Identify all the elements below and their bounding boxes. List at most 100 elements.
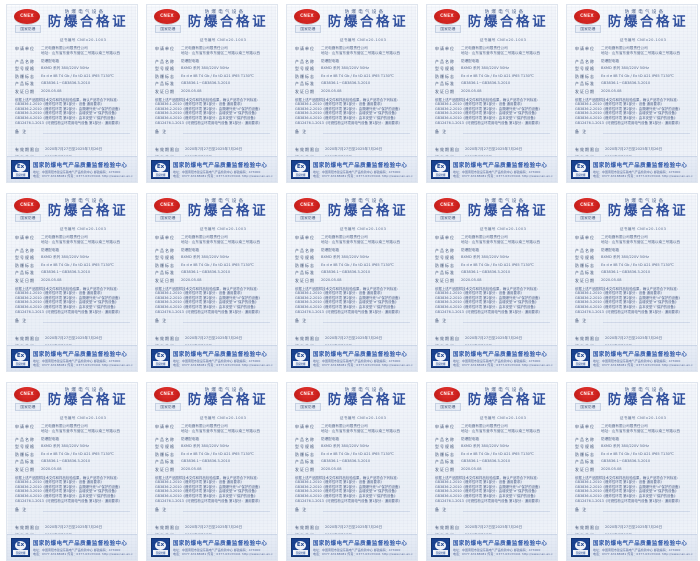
certificate-thumbnail[interactable]: CNEX 国家防爆 防爆电气设备 防爆合格证 证书编号 CNEx20-1003 … <box>566 4 698 183</box>
field-row: 防爆标志 Ex d e ⅡB T4 Gb / Ex tD A21 IP65 T1… <box>295 74 410 79</box>
certificate-thumbnail[interactable]: CNEX 国家防爆 防爆电气设备 防爆合格证 证书编号 CNEx20-1003 … <box>566 193 698 372</box>
field-label: 发证日期 <box>15 277 35 283</box>
certificate-thumbnail[interactable]: CNEX 国家防爆 防爆电气设备 防爆合格证 证书编号 CNEx20-1003 … <box>6 382 138 561</box>
field-label: 产品标准 <box>435 459 455 465</box>
note-label: 备 注 <box>575 507 588 513</box>
note-label: 备 注 <box>295 318 308 324</box>
date-row: 有效期限自 2020年7月27日至2025年7月26日 <box>15 336 130 341</box>
certificate-thumbnail[interactable]: CNEX 国家防爆 防爆电气设备 防爆合格证 证书编号 CNEx20-1003 … <box>6 193 138 372</box>
certificate-number: 证书编号 CNEx20-1003 <box>59 227 107 231</box>
field-value: 2020.05.08 <box>41 88 62 93</box>
field-label: 防爆标志 <box>435 73 455 79</box>
ex-mark-letter: Ex <box>575 162 586 172</box>
standards-line: GB3836.1-2010《爆炸性环境 第1部分：设备 通用要求》 <box>575 291 664 296</box>
field-label: 申请单位 <box>295 235 315 240</box>
certificate-thumbnail[interactable]: CNEX 国家防爆 防爆电气设备 防爆合格证 证书编号 CNEx20-1003 … <box>6 4 138 183</box>
field-row: 发证日期 2020.05.08 <box>15 89 130 94</box>
logo-bar: 国家防爆 <box>575 403 601 411</box>
certificate-thumbnail[interactable]: CNEX 国家防爆 防爆电气设备 防爆合格证 证书编号 CNEx20-1003 … <box>146 193 278 372</box>
field-row: 型号规格 BXMD 系列 380/220V 50Hz <box>15 66 130 71</box>
field-list: 申请单位 二光电器有限公司限责任公司 地址：山东省东营市东营区二号路以南三号路以… <box>147 43 277 94</box>
standards-lead: 依据上述产品图样技术文件和样品检验结果，确认产品符合下列标准： <box>155 475 261 480</box>
date-row: 有效期限自 2020年7月27日至2025年7月26日 <box>155 147 270 152</box>
certificate-number: 证书编号 CNEx20-1003 <box>59 38 107 42</box>
field-value: GB3836.1~GB3836.3-2010 <box>181 81 231 86</box>
logo-bar-text: 国家防爆 <box>160 215 176 220</box>
field-row: 防爆标志 Ex d e ⅡB T4 Gb / Ex tD A21 IP65 T1… <box>435 74 550 79</box>
cnex-logo-icon: CNEX 国家防爆 <box>294 9 321 33</box>
field-row: 型号规格 BXMD 系列 380/220V 50Hz <box>155 444 270 449</box>
certificate-header: CNEX 国家防爆 防爆电气设备 防爆合格证 <box>427 5 557 37</box>
certificate-thumbnail[interactable]: CNEX 国家防爆 防爆电气设备 防爆合格证 证书编号 CNEx20-1003 … <box>286 193 418 372</box>
standards-lead: 依据上述产品图样技术文件和样品检验结果，确认产品符合下列标准： <box>155 286 261 291</box>
certificate-thumbnail[interactable]: CNEX 国家防爆 防爆电气设备 防爆合格证 证书编号 CNEx20-1003 … <box>286 4 418 183</box>
standards-lead: 依据上述产品图样技术文件和样品检验结果，确认产品符合下列标准： <box>435 97 541 102</box>
logo-oval-text: CNEX <box>160 391 174 396</box>
field-label: 型号规格 <box>155 255 175 261</box>
note-label: 备 注 <box>155 507 168 513</box>
ex-mark-label: 国家防爆 <box>153 361 168 366</box>
certificate-thumbnail[interactable]: CNEX 国家防爆 防爆电气设备 防爆合格证 证书编号 CNEx20-1003 … <box>426 4 558 183</box>
field-label: 产品标准 <box>15 270 35 276</box>
certificate-header: CNEX 国家防爆 防爆电气设备 防爆合格证 <box>287 194 417 226</box>
field-value: 二光电器有限公司限责任公司 地址：山东省东营市东营区二号路以南三号路以西 <box>181 424 270 434</box>
certificate-thumbnail[interactable]: CNEX 国家防爆 防爆电气设备 防爆合格证 证书编号 CNEx20-1003 … <box>426 382 558 561</box>
logo-bar-text: 国家防爆 <box>20 215 36 220</box>
certificate-footer: Ex 国家防爆 国家防爆电气产品质量监督检验中心 地址：中国南阳市建设东路电气产… <box>427 345 557 371</box>
standards-line: GB3836.3-2010《爆炸性环境 第3部分：由增安型“e”保护的设备》 <box>575 111 679 116</box>
footer-organization: 国家防爆电气产品质量监督检验中心 <box>313 163 408 169</box>
logo-bar: 国家防爆 <box>155 214 181 222</box>
standards-paragraph: 依据上述产品图样技术文件和样品检验结果，确认产品符合下列标准： GB3836.1… <box>567 286 697 315</box>
ex-mark-label: 国家防爆 <box>153 550 168 555</box>
date-label: 有效期限自 <box>575 147 600 153</box>
logo-bar-text: 国家防爆 <box>160 404 176 409</box>
field-row: 申请单位 二光电器有限公司限责任公司 地址：山东省东营市东营区二号路以南三号路以… <box>295 46 410 56</box>
logo-oval-text: CNEX <box>440 202 454 207</box>
ex-mark-label: 国家防爆 <box>293 361 308 366</box>
field-value-line1: 二光电器有限公司限责任公司 <box>41 46 88 50</box>
field-value: 二光电器有限公司限责任公司 地址：山东省东营市东营区二号路以南三号路以西 <box>41 46 130 56</box>
logo-oval: CNEX <box>154 9 180 24</box>
certificate-thumbnail[interactable]: CNEX 国家防爆 防爆电气设备 防爆合格证 证书编号 CNEx20-1003 … <box>566 382 698 561</box>
field-value-line2: 地址：山东省东营市东营区二号路以南三号路以西 <box>461 429 541 433</box>
field-row: 发证日期 2020.05.08 <box>295 467 410 472</box>
standards-line: GB3836.3-2010《爆炸性环境 第3部分：由增安型“e”保护的设备》 <box>575 300 679 305</box>
certificate-thumbnail[interactable]: CNEX 国家防爆 防爆电气设备 防爆合格证 证书编号 CNEx20-1003 … <box>426 193 558 372</box>
ex-mark-letter: Ex <box>15 540 26 550</box>
field-row: 产品标准 GB3836.1~GB3836.3-2010 <box>15 270 130 275</box>
spacer <box>147 134 277 147</box>
certificate-thumbnail[interactable]: CNEX 国家防爆 防爆电气设备 防爆合格证 证书编号 CNEx20-1003 … <box>146 4 278 183</box>
standards-paragraph: 依据上述产品图样技术文件和样品检验结果，确认产品符合下列标准： GB3836.1… <box>7 286 137 315</box>
field-list: 申请单位 二光电器有限公司限责任公司 地址：山东省东营市东营区二号路以南三号路以… <box>7 421 137 472</box>
field-value: BXMD 系列 380/220V 50Hz <box>321 444 369 449</box>
field-row: 申请单位 二光电器有限公司限责任公司 地址：山东省东营市东营区二号路以南三号路以… <box>435 46 550 56</box>
note-blank-line <box>183 508 270 512</box>
date-label: 有效期限自 <box>155 336 180 342</box>
standards-line: GB3836.2-2010《爆炸性环境 第2部分：由隔爆外壳“d”保护的设备》 <box>435 484 542 489</box>
field-value: Ex d e ⅡB T4 Gb / Ex tD A21 IP65 T130℃ <box>461 262 534 267</box>
field-label: 发证日期 <box>435 466 455 472</box>
logo-bar: 国家防爆 <box>295 403 321 411</box>
standards-line: GB3836.4-2010《爆炸性环境 第4部分：由本安型“i”保护的设备》 <box>295 115 398 120</box>
note-row: 备 注 <box>287 503 417 512</box>
field-value: Ex d e ⅡB T4 Gb / Ex tD A21 IP65 T130℃ <box>41 73 114 78</box>
standards-line: GB3836.4-2010《爆炸性环境 第4部分：由本安型“i”保护的设备》 <box>295 304 398 309</box>
footer-info: 国家防爆电气产品质量监督检验中心 地址：中国南阳市建设东路电气产品检验中心 邮政… <box>453 350 553 367</box>
certificate-footer: Ex 国家防爆 国家防爆电气产品质量监督检验中心 地址：中国南阳市建设东路电气产… <box>567 345 697 371</box>
standards-line: GB3836.4-2010《爆炸性环境 第4部分：由本安型“i”保护的设备》 <box>15 115 118 120</box>
spacer <box>147 512 277 525</box>
standards-paragraph: 依据上述产品图样技术文件和样品检验结果，确认产品符合下列标准： GB3836.1… <box>567 475 697 504</box>
field-row: 产品名称 防爆配电箱 <box>15 437 130 442</box>
certificate-thumbnail[interactable]: CNEX 国家防爆 防爆电气设备 防爆合格证 证书编号 CNEx20-1003 … <box>146 382 278 561</box>
certificate-title: 防爆合格证 <box>467 203 549 219</box>
title-block: 防爆电气设备 防爆合格证 <box>7 5 137 30</box>
certificate-thumbnail[interactable]: CNEX 国家防爆 防爆电气设备 防爆合格证 证书编号 CNEx20-1003 … <box>286 382 418 561</box>
field-row: 产品名称 防爆配电箱 <box>575 437 690 442</box>
field-value-line1: 二光电器有限公司限责任公司 <box>461 235 508 239</box>
field-value-line2: 地址：山东省东营市东营区二号路以南三号路以西 <box>181 429 261 433</box>
footer-contact: 电话：0377-63188081 传真：0377-63133441 http:/… <box>33 552 133 556</box>
field-label: 防爆标志 <box>575 73 595 79</box>
field-row: 产品标准 GB3836.1~GB3836.3-2010 <box>575 270 690 275</box>
footer-contact: 电话：0377-63188081 传真：0377-63133441 http:/… <box>453 363 553 367</box>
field-row: 型号规格 BXMD 系列 380/220V 50Hz <box>15 255 130 260</box>
